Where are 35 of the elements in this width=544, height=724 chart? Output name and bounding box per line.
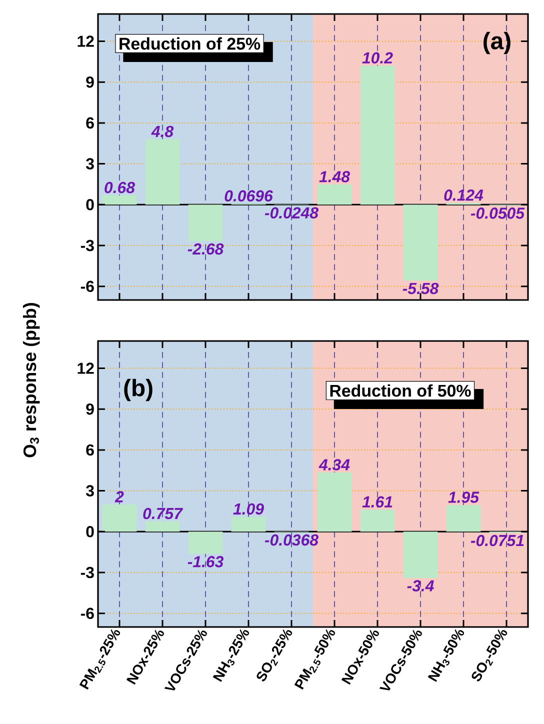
y-tick-label: 3 xyxy=(86,485,94,496)
y-tick-label: -3 xyxy=(80,240,94,252)
annotation: (a) xyxy=(484,32,510,54)
data-label: -1.63 xyxy=(188,556,224,568)
y-tick-label: 6 xyxy=(86,444,94,456)
y-axis-title: O$_{3}$ response (ppb) xyxy=(22,303,40,458)
y-tick-label: 9 xyxy=(86,403,94,415)
annotation: (b) xyxy=(124,378,152,402)
annotation: Reduction of 25% xyxy=(120,37,260,50)
y-tick-label: 0 xyxy=(86,526,94,538)
data-label: -0.0751 xyxy=(470,534,524,546)
data-label: -2.68 xyxy=(188,243,224,255)
y-tick-label: 6 xyxy=(86,117,94,129)
data-label: 0.0696 xyxy=(224,190,273,202)
y-tick-label: 3 xyxy=(86,158,94,170)
annotation: Reduction of 50% xyxy=(330,384,471,397)
data-label: 1.09 xyxy=(233,503,264,515)
data-label: 1.95 xyxy=(448,492,480,503)
data-label: -3.4 xyxy=(407,580,434,592)
data-label: 1.61 xyxy=(362,496,392,508)
y-tick-label: -3 xyxy=(80,566,94,578)
data-label: -0.0368 xyxy=(264,534,319,546)
data-label: 0.124 xyxy=(444,190,484,201)
y-tick-label: -6 xyxy=(80,608,94,620)
data-label: 4.8 xyxy=(151,126,174,138)
data-label: -0.0505 xyxy=(470,208,525,219)
data-label: 2 xyxy=(114,491,124,502)
data-label: 0.68 xyxy=(104,182,135,194)
data-label: -5.58 xyxy=(402,282,439,294)
y-tick-label: -6 xyxy=(80,280,94,292)
y-tick-label: 9 xyxy=(86,76,94,88)
y-tick-label: 12 xyxy=(78,362,94,374)
data-label: -0.0248 xyxy=(264,207,319,218)
y-tick-label: 12 xyxy=(78,36,94,47)
y-tick-label: 0 xyxy=(86,199,94,210)
